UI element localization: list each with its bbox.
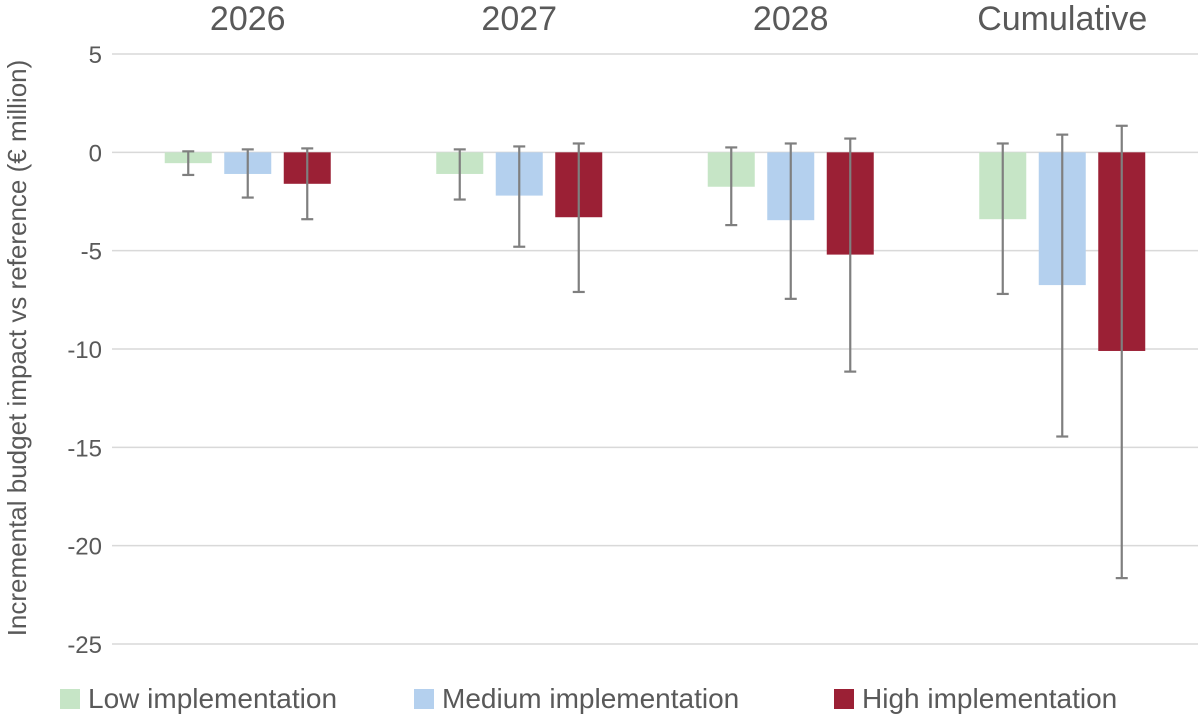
legend-item-medium: Medium implementation — [414, 680, 739, 718]
category-label: 2027 — [481, 0, 557, 38]
error-bar — [844, 137, 857, 373]
y-tick-label: 0 — [89, 140, 102, 167]
legend: Low implementation Medium implementation… — [0, 680, 1200, 718]
error-bar — [1115, 124, 1128, 580]
legend-item-high: High implementation — [834, 680, 1117, 718]
legend-item-low: Low implementation — [60, 680, 337, 718]
error-bar — [513, 145, 526, 248]
legend-label-low: Low implementation — [88, 683, 338, 714]
error-bar — [453, 148, 466, 201]
error-bar — [725, 146, 738, 227]
category-label: 2026 — [210, 0, 286, 38]
legend-label-high: High implementation — [862, 683, 1118, 714]
y-tick-label: 5 — [89, 42, 102, 69]
error-bar — [301, 147, 314, 221]
error-bar — [572, 142, 585, 294]
category-label: 2028 — [753, 0, 829, 38]
error-bar — [1056, 133, 1069, 438]
y-tick-label: -5 — [81, 239, 102, 266]
error-bar — [784, 142, 797, 300]
y-tick-label: -20 — [67, 534, 102, 561]
error-bar — [182, 150, 195, 177]
error-bars — [182, 124, 1128, 580]
error-bar — [241, 148, 254, 199]
bars — [164, 152, 1146, 351]
legend-label-medium: Medium implementation — [442, 683, 740, 714]
error-bar — [996, 142, 1009, 296]
y-tick-label: -25 — [67, 632, 102, 659]
y-axis-ticks: 5 0 -5 -10 -15 -20 -25 — [67, 42, 102, 659]
legend-swatch-medium — [414, 689, 434, 709]
gridlines — [112, 53, 1198, 645]
y-axis-label: Incremental budget impact vs reference (… — [2, 60, 32, 637]
legend-swatch-low — [60, 689, 80, 709]
category-labels: 2026 2027 2028 Cumulative — [210, 0, 1147, 38]
y-tick-label: -10 — [67, 337, 102, 364]
y-tick-label: -15 — [67, 435, 102, 462]
legend-swatch-high — [834, 689, 854, 709]
category-label: Cumulative — [977, 0, 1147, 38]
